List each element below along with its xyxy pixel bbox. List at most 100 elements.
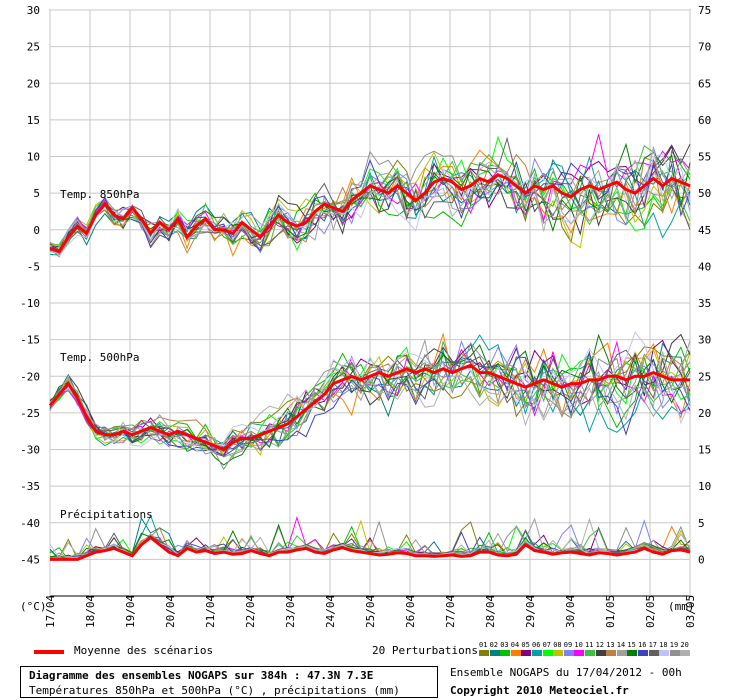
left-tick-label: -30 xyxy=(20,444,40,457)
left-tick-label: 20 xyxy=(27,77,40,90)
perturbation-line xyxy=(49,155,691,256)
right-tick-label: 65 xyxy=(698,77,711,90)
perturbation-id: 20 xyxy=(680,641,689,649)
mean-line-t850 xyxy=(49,173,691,254)
perturbation-line xyxy=(49,351,691,447)
perturbation-swatch: 10 xyxy=(574,641,585,656)
right-tick-label: 20 xyxy=(698,407,711,420)
mean-line-t500 xyxy=(48,363,690,452)
perturbation-swatch: 13 xyxy=(606,641,617,656)
perturbation-id: 06 xyxy=(532,641,541,649)
perturbation-swatch: 18 xyxy=(659,641,670,656)
perturbation-id: 10 xyxy=(574,641,583,649)
perturbation-id: 04 xyxy=(510,641,520,649)
perturbation-id: 01 xyxy=(479,641,488,649)
perturbation-id: 09 xyxy=(563,641,573,649)
perturbation-swatch: 02 xyxy=(489,641,500,656)
left-tick-label: -10 xyxy=(20,297,40,310)
perturbation-swatch: 04 xyxy=(510,641,521,656)
x-tick-label: 28/04 xyxy=(484,595,497,628)
x-tick-label: 25/04 xyxy=(364,595,377,628)
right-tick-label: 25 xyxy=(698,370,711,383)
copyright: Copyright 2010 Meteociel.fr xyxy=(450,684,629,697)
x-tick-label: 18/04 xyxy=(84,595,97,628)
left-tick-label: 25 xyxy=(27,41,40,54)
perturbation-id: 11 xyxy=(585,641,594,649)
right-tick-label: 70 xyxy=(698,41,711,54)
perturbation-swatch: 07 xyxy=(542,641,553,656)
left-axis-unit: (°C) xyxy=(20,600,47,613)
perturbation-id: 05 xyxy=(521,641,530,649)
x-tick-label: 22/04 xyxy=(244,595,257,628)
perturbation-id: 18 xyxy=(659,641,668,649)
right-tick-label: 45 xyxy=(698,224,711,237)
footer-title-box: Diagramme des ensembles NOGAPS sur 384h … xyxy=(20,666,438,698)
x-tick-label: 26/04 xyxy=(404,595,417,628)
x-tick-label: 29/04 xyxy=(524,595,537,628)
perturbation-line xyxy=(49,331,691,454)
section-label-t850: Temp. 850hPa xyxy=(60,188,139,201)
right-tick-label: 15 xyxy=(698,444,711,457)
right-tick-label: 0 xyxy=(698,553,705,566)
perturbation-id: 13 xyxy=(606,641,615,649)
left-tick-label: 15 xyxy=(27,114,40,127)
x-tick-label: 17/04 xyxy=(44,595,57,628)
left-tick-label: -5 xyxy=(27,260,40,273)
x-tick-label: 21/04 xyxy=(204,595,217,628)
mean-line-precip xyxy=(50,535,691,561)
right-tick-label: 30 xyxy=(698,334,711,347)
left-tick-label: -15 xyxy=(20,334,40,347)
x-axis: 17/04 18/04 19/04 20/04 21/04 22/04 23/04 24/04… xyxy=(44,595,697,628)
right-tick-label: 55 xyxy=(698,151,711,164)
perturbation-line xyxy=(49,333,691,457)
mean-legend-line xyxy=(34,650,64,654)
perturbation-swatch: 20 xyxy=(680,641,691,656)
mean-legend-label: Moyenne des scénarios xyxy=(74,644,214,657)
perturbation-line xyxy=(49,153,691,254)
left-tick-label: -20 xyxy=(20,370,40,383)
left-tick-label: 5 xyxy=(33,187,40,200)
perturbation-swatch: 11 xyxy=(585,641,595,656)
run-label: Ensemble NOGAPS du 17/04/2012 - 00h xyxy=(450,666,682,679)
x-tick-label: 02/05 xyxy=(644,595,657,628)
x-tick-label: 24/04 xyxy=(324,595,337,628)
perturbation-line xyxy=(49,150,691,255)
perturbation-swatch: 03 xyxy=(500,641,511,656)
right-tick-label: 10 xyxy=(698,480,711,493)
left-tick-label: 0 xyxy=(33,224,40,237)
section-label-precip: Précipitations xyxy=(60,508,153,521)
perturbation-swatch: 19 xyxy=(669,641,680,656)
perturbation-id: 19 xyxy=(669,641,679,649)
perturbation-id: 08 xyxy=(553,641,562,649)
right-tick-label: 40 xyxy=(698,260,711,273)
perturbation-id: 07 xyxy=(542,641,552,649)
x-tick-label: 20/04 xyxy=(164,595,177,628)
perturbation-id: 16 xyxy=(638,641,647,649)
chart-title: Diagramme des ensembles NOGAPS sur 384h … xyxy=(29,669,374,682)
perturbation-id: 15 xyxy=(627,641,636,649)
x-tick-label: 23/04 xyxy=(284,595,297,628)
x-tick-label: 27/04 xyxy=(444,595,457,628)
right-tick-label: 75 xyxy=(698,4,711,17)
perturbation-id: 02 xyxy=(489,641,499,649)
perturbation-swatch: 12 xyxy=(595,641,606,656)
right-axis-unit: (mm) xyxy=(668,600,695,613)
perturbation-id: 03 xyxy=(500,641,509,649)
right-tick-label: 60 xyxy=(698,114,711,127)
section-label-t500: Temp. 500hPa xyxy=(60,351,139,364)
perturbation-swatch: 05 xyxy=(521,641,532,656)
left-tick-label: -35 xyxy=(20,480,40,493)
perturbation-line xyxy=(49,158,691,255)
right-tick-label: 5 xyxy=(698,517,705,530)
perturbation-legend-label: 20 Perturbations xyxy=(372,644,478,657)
x-tick-label: 01/05 xyxy=(604,595,617,628)
perturbation-line xyxy=(49,349,691,457)
perturbation-swatch: 16 xyxy=(638,641,648,656)
x-tick-label: 19/04 xyxy=(124,595,137,628)
perturbation-swatch: 17 xyxy=(648,641,659,656)
left-tick-label: 30 xyxy=(27,4,40,17)
perturbation-swatch: 01 xyxy=(479,641,489,656)
left-tick-label: -45 xyxy=(20,553,40,566)
